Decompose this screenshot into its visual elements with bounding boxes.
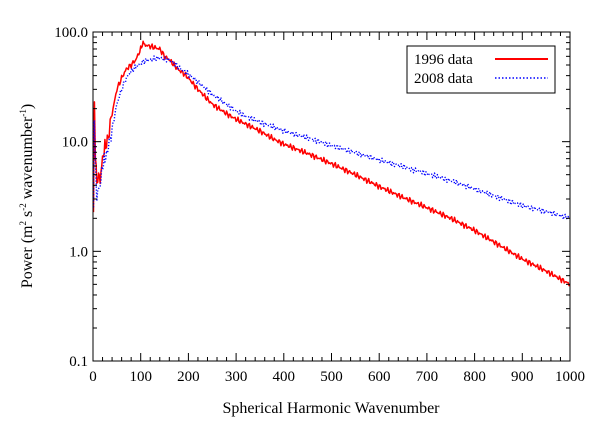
x-tick-label: 800 xyxy=(463,369,486,385)
y-axis-label: Power (m2 s-2 wavenumber-1) xyxy=(18,104,36,288)
y-tick-label: 10.0 xyxy=(62,135,88,151)
series-line-1996-data xyxy=(92,40,571,287)
legend-label-1996: 1996 data xyxy=(414,52,473,68)
axis-ticks xyxy=(92,31,571,362)
x-tick-label: 700 xyxy=(416,369,439,385)
y-tick-label: 1.0 xyxy=(69,244,88,260)
x-tick-label: 400 xyxy=(273,369,296,385)
series-lines xyxy=(92,40,571,287)
x-tick-label: 300 xyxy=(225,369,248,385)
x-tick-label: 0 xyxy=(89,369,97,385)
x-axis-label: Spherical Harmonic Wavenumber xyxy=(222,400,440,417)
legend-box xyxy=(406,45,556,94)
x-tick-label: 900 xyxy=(511,369,534,385)
y-label-part-power: Power (m xyxy=(19,225,36,288)
x-tick-label: 200 xyxy=(177,369,200,385)
series-line-2008-data xyxy=(92,55,571,221)
legend: 1996 data 2008 data xyxy=(406,45,556,94)
legend-label-2008: 2008 data xyxy=(414,71,473,87)
axis-tick-labels: 0 100 200 300 400 500 600 700 800 900 1000 0.1 1.0 10… xyxy=(54,25,585,385)
x-tick-label: 600 xyxy=(368,369,391,385)
y-label-sup-2: 2 xyxy=(18,221,28,226)
y-tick-label: 0.1 xyxy=(69,354,88,370)
y-label-sup-neg1: -1 xyxy=(18,109,28,117)
x-tick-label: 500 xyxy=(320,369,343,385)
y-tick-label: 100.0 xyxy=(54,25,88,41)
y-label-part-s: s xyxy=(19,211,36,221)
y-label-part-close: ) xyxy=(19,104,36,109)
y-label-part-wavenumber: wavenumber xyxy=(19,116,36,203)
x-tick-label: 100 xyxy=(129,369,152,385)
y-label-sup-neg2: -2 xyxy=(18,203,28,211)
x-tick-label: 1000 xyxy=(555,369,585,385)
